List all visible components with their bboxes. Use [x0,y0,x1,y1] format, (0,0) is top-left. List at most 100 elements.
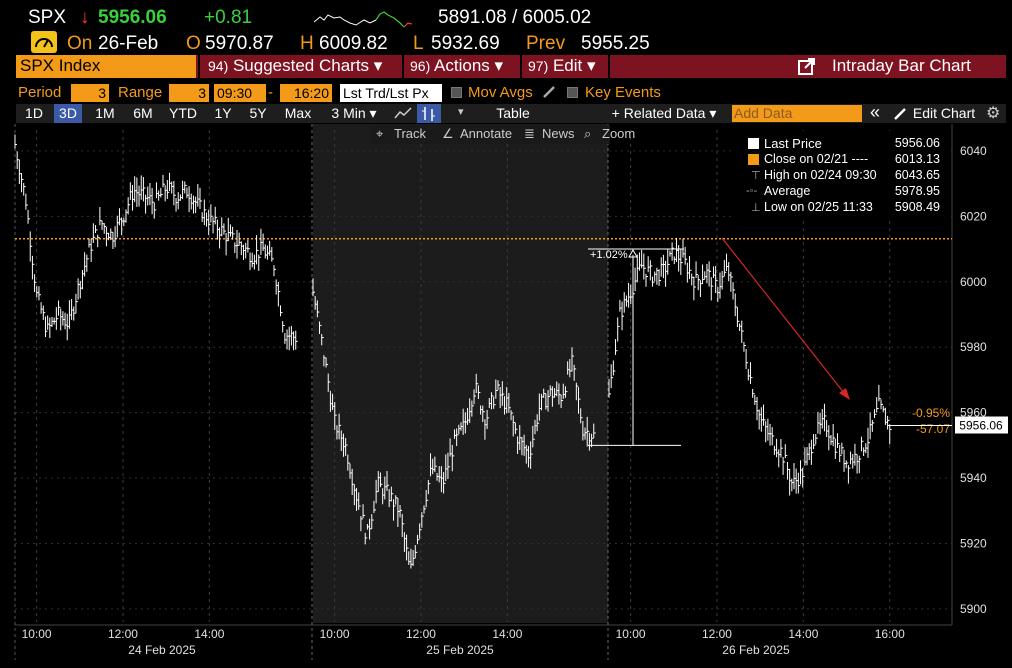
last-price-tag [955,416,1008,434]
y-tick-label: 5960 [960,406,987,420]
trend-arrow-head-icon [839,388,850,400]
edit-pencil-icon[interactable] [893,107,907,121]
open-value: 5970.87 [205,33,274,54]
pencil-icon[interactable] [542,85,556,99]
tab-5y[interactable]: 5Y [249,105,267,121]
period-input[interactable]: 3 [71,84,109,102]
related-data-button[interactable]: + Related Data ▾ [611,105,717,121]
tab-1y[interactable]: 1Y [214,105,232,121]
tab-1m[interactable]: 1M [95,105,115,121]
table-button[interactable]: Table [496,105,530,121]
orange-swatch-icon [748,154,759,165]
last-price-tag-label: 5956.06 [959,419,1003,433]
menu-number: 97) [528,58,549,74]
ticker: SPX [28,7,67,28]
tab-3d[interactable]: 3D [54,104,82,123]
suggested-charts-menu[interactable]: 94) Suggested Charts ▾ [204,55,402,78]
tab-6m[interactable]: 6M [133,105,153,121]
x-tick-label: 14:00 [788,627,818,641]
y-tick-label: 5940 [960,471,987,485]
price-type-select[interactable]: Lst Trd/Lst Px [340,84,442,102]
chart-style-dropdown-icon[interactable]: ▾ [458,106,464,118]
x-tick-label: 12:00 [406,627,436,641]
measure-arrow-icon [628,249,638,258]
divider [608,55,610,78]
legend-row-low: ⊥ Low on 02/25 11:33 5908.49 [734,200,948,216]
x-day-label: 25 Feb 2025 [426,643,494,657]
legend-value: 6043.65 [894,168,940,182]
time-from-input[interactable]: 09:30 [214,84,266,102]
legend-row-high: ⊤ High on 02/24 09:30 6043.65 [734,168,948,184]
average-marker-icon: -◦- [746,185,758,197]
x-tick-label: 10:00 [616,627,646,641]
legend-value: 5908.49 [894,200,940,214]
bar-chart-icon[interactable] [417,104,441,123]
key-events-checkbox[interactable] [567,87,578,98]
zoom-icon[interactable]: ⌕ [584,126,592,141]
gear-icon[interactable]: ⚙ [986,105,1001,122]
track-button[interactable]: Track [394,126,427,141]
edit-menu[interactable]: 97) Edit ▾ [524,55,612,78]
y-tick-label: 6020 [960,209,987,223]
y-tick-label: 6000 [960,275,987,289]
quote-header: SPX ↓ 5956.06 +0.81 5891.08 / 6005.02 [0,0,1012,34]
legend-value: 6013.13 [894,152,940,166]
tab-1d[interactable]: 1D [25,105,43,121]
security-field[interactable]: SPX Index [16,55,196,78]
y-tick-label: 5900 [960,602,987,616]
legend-row-average: -◦- Average 5978.95 [734,184,948,200]
menu-number: 94) [208,58,229,74]
key-events-label: Key Events [585,84,661,101]
annotate-pencil-icon[interactable]: ∠ [442,126,454,141]
menu-bar: SPX Index 94) Suggested Charts ▾ 96) Act… [16,55,1006,78]
high-value: 6009.82 [319,33,388,54]
range-input[interactable]: 3 [169,84,209,102]
legend-label: Low on 02/25 11:33 [764,200,873,214]
tab-max[interactable]: Max [284,105,312,121]
x-tick-label: 12:00 [108,627,138,641]
mov-avgs-checkbox[interactable] [451,87,462,98]
interval-select[interactable]: 3 Min ▾ [331,105,377,121]
news-icon[interactable]: ≣ [524,126,535,141]
prev-label: Prev [526,33,566,54]
collapse-button[interactable]: « [869,102,880,122]
tab-ytd[interactable]: YTD [169,105,197,121]
zoom-button[interactable]: Zoom [602,126,636,141]
mov-avgs-label: Mov Avgs [468,84,533,101]
legend-value: 5978.95 [894,184,940,198]
edit-chart-button[interactable]: Edit Chart [912,105,976,121]
add-data-input[interactable]: Add Data [732,105,862,122]
x-day-label: 26 Feb 2025 [722,643,790,657]
chart-toolbar: ⌖ Track ∠ Annotate ≣ News ⌕ Zoom [370,125,635,144]
divider [198,55,200,78]
crosshair-icon[interactable]: ⌖ [376,126,384,141]
x-tick-label: 12:00 [702,627,732,641]
news-button[interactable]: News [542,126,575,141]
low-marker-icon: ⊥ [751,202,761,214]
legend-label: Last Price [764,136,822,151]
menu-label: Suggested Charts ▾ [232,56,383,75]
divider [520,55,522,78]
sparkline-icon [314,11,412,28]
period-label: Period [18,84,62,101]
x-tick-label: 16:00 [875,627,905,641]
x-day-label: 24 Feb 2025 [128,643,196,657]
range-tabs-row: 1D 3D 1M 6M YTD 1Y 5Y Max 3 Min ▾ ▾ Tabl… [16,102,1006,123]
annotate-button[interactable]: Annotate [460,126,513,141]
chart-legend: Last Price 5956.06 Close on 02/21 ---- 6… [734,131,948,221]
x-tick-label: 10:00 [22,627,52,641]
quote-date: 26-Feb [98,33,159,54]
legend-row-last: Last Price 5956.06 [734,136,948,152]
line-chart-icon[interactable] [394,106,412,121]
on-label: On [67,33,93,54]
actions-menu[interactable]: 96) Actions ▾ [406,55,526,78]
popout-icon[interactable] [798,58,816,76]
down-arrow-icon: ↓ [80,7,90,28]
up-move-label: +1.02% [590,249,628,261]
menu-label: Edit ▾ [552,56,596,75]
time-to-input[interactable]: 16:20 [280,84,332,102]
x-tick-label: 14:00 [492,627,522,641]
menu-number: 96) [410,58,431,74]
range-label: Range [118,84,163,101]
